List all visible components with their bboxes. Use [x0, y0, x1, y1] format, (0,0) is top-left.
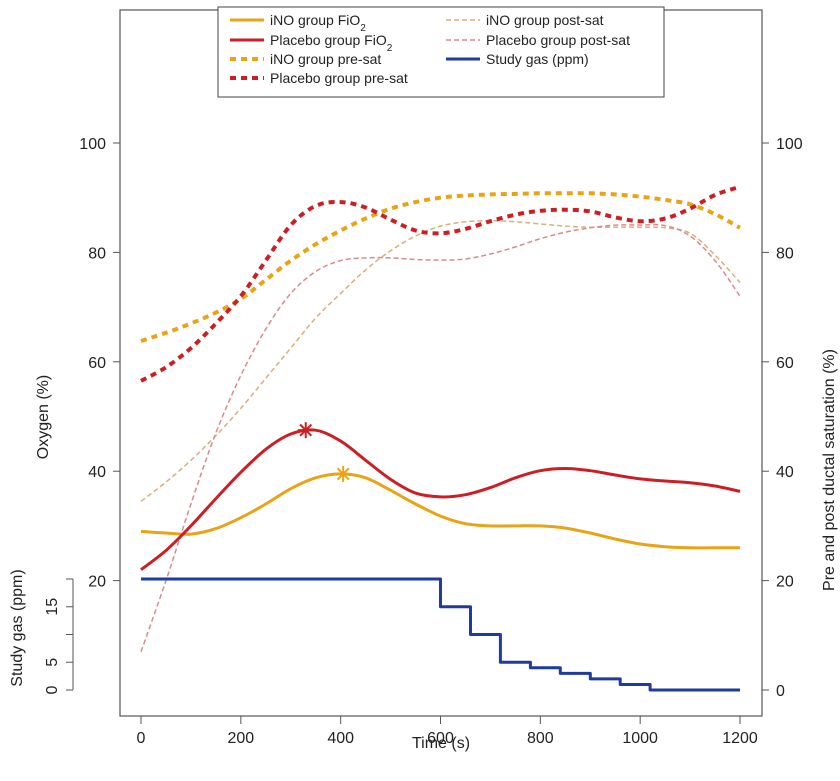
- series-line-pl-fio2: [140, 428, 741, 571]
- series-line-ino-post: [140, 219, 741, 502]
- legend-label: Placebo group post-sat: [486, 32, 630, 48]
- y-left-tick-label: 60: [88, 355, 106, 372]
- y-left-tick-label: 20: [88, 574, 106, 591]
- study-gas-axis: 0 5 15: [44, 578, 74, 694]
- x-tick-label: 200: [227, 730, 254, 747]
- legend-label: Study gas (ppm): [486, 51, 589, 67]
- x-tick-label: 600: [427, 730, 454, 747]
- y-right-tick-label: 60: [776, 355, 794, 372]
- y-right-tick-label: 20: [776, 574, 794, 591]
- peak-marker-layer: [297, 422, 352, 482]
- gas-tick-label: 0: [44, 685, 61, 694]
- x-tick-label: 0: [137, 730, 146, 747]
- series-layer: [140, 184, 741, 692]
- legend-item: iNO group post-sat: [446, 12, 604, 28]
- legend-label-subscript: 2: [360, 23, 366, 34]
- legend-label: iNO group post-sat: [486, 12, 604, 28]
- peak-marker: [297, 422, 314, 439]
- y-left-tick-label: 40: [88, 464, 106, 481]
- legend-item: Placebo group post-sat: [446, 32, 630, 48]
- legend-label-subscript: 2: [387, 43, 393, 54]
- legend-item: iNO group pre-sat: [230, 51, 381, 67]
- x-tick-label: 1000: [622, 730, 658, 747]
- x-tick-label: 1200: [722, 730, 758, 747]
- gas-tick-label: 5: [44, 658, 61, 667]
- legend-box: [217, 6, 665, 98]
- gas-tick-label: 15: [44, 598, 61, 616]
- peak-marker: [335, 465, 352, 482]
- study-gas-axis-title: Study gas (ppm): [9, 569, 26, 686]
- y-axis-right: 0 20 40 60 80 100: [762, 136, 803, 700]
- x-tick-label: 400: [327, 730, 354, 747]
- series-line-ino-fio2: [140, 472, 740, 550]
- y-left-tick-label: 80: [88, 245, 106, 262]
- legend-item: Placebo group pre-sat: [230, 70, 408, 86]
- series-line-pl-pre: [140, 184, 741, 383]
- y-right-tick-label: 100: [776, 136, 803, 153]
- series-line-gas: [141, 577, 740, 692]
- y-right-tick-label: 80: [776, 245, 794, 262]
- y-right-tick-label: 40: [776, 464, 794, 481]
- y-axis-right-title: Pre and post ductal saturation (%): [821, 349, 838, 591]
- series-line-pl-post: [140, 223, 741, 652]
- x-tick-label: 800: [527, 730, 554, 747]
- series-line-ino-pre: [140, 191, 741, 343]
- y-axis-left-title: Oxygen (%): [35, 375, 52, 459]
- peak-marker-stroke: [336, 467, 350, 481]
- y-left-tick-label: 100: [79, 136, 106, 153]
- x-axis-title: Time (s): [412, 735, 470, 752]
- x-axis: 0 200 400 600 800 1000 1200: [137, 715, 758, 747]
- plot-frame: [119, 9, 763, 717]
- legend-label: Placebo group pre-sat: [270, 70, 408, 86]
- legend-item: Study gas (ppm): [446, 51, 589, 67]
- y-right-tick-label: 0: [776, 683, 785, 700]
- legend-label: iNO group pre-sat: [270, 51, 381, 67]
- peak-marker-stroke: [299, 423, 313, 437]
- y-axis-left: 20 40 60 80 100: [79, 136, 120, 591]
